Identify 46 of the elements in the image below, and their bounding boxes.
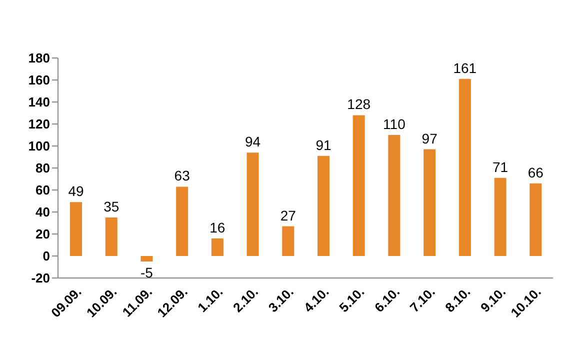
data-label: 110 [383, 116, 406, 132]
y-tick-label: 80 [36, 160, 50, 176]
x-tick-label: 3.10. [265, 284, 296, 316]
x-tick-label: 7.10. [406, 284, 438, 316]
bar [424, 149, 436, 256]
bar [352, 115, 365, 256]
y-tick-label: 120 [28, 116, 50, 132]
y-tick-label: 180 [28, 50, 50, 66]
data-label: 16 [210, 219, 226, 236]
y-tick-label: 20 [36, 226, 50, 242]
bar [458, 78, 471, 256]
y-tick-label: 40 [36, 204, 50, 220]
bar [530, 183, 542, 256]
x-tick-label: 9.10. [478, 284, 509, 316]
x-tick-label: 5.10. [336, 284, 368, 316]
bar [211, 238, 224, 256]
data-label: 63 [174, 168, 190, 184]
data-label: 94 [244, 134, 261, 150]
y-tick-label: 100 [28, 138, 50, 154]
bar [105, 218, 118, 256]
x-tick-label: 8.10. [442, 284, 474, 316]
bar [318, 156, 330, 256]
bar [494, 178, 506, 256]
bar [282, 226, 294, 256]
y-tick-label: 60 [36, 182, 50, 198]
data-label: 27 [280, 207, 296, 224]
data-label: 91 [316, 136, 332, 153]
bar [388, 135, 400, 256]
data-label: 97 [422, 130, 438, 146]
bar [70, 202, 82, 256]
data-label: 66 [528, 164, 544, 180]
x-tick-label: 4.10. [300, 284, 332, 316]
y-tick-label: 0 [42, 248, 50, 264]
data-label: 35 [104, 198, 120, 214]
data-label: -5 [140, 264, 154, 280]
y-tick-label: -20 [31, 270, 50, 286]
bar [176, 186, 188, 256]
data-label: 49 [68, 183, 84, 200]
bar [246, 152, 259, 256]
bar [140, 256, 153, 262]
y-tick-label: 140 [28, 94, 50, 110]
data-label: 128 [347, 96, 371, 112]
x-tick-label: 6.10. [371, 284, 403, 316]
y-tick-label: 160 [28, 72, 50, 88]
data-label: 161 [453, 60, 477, 76]
data-label: 71 [492, 158, 508, 175]
